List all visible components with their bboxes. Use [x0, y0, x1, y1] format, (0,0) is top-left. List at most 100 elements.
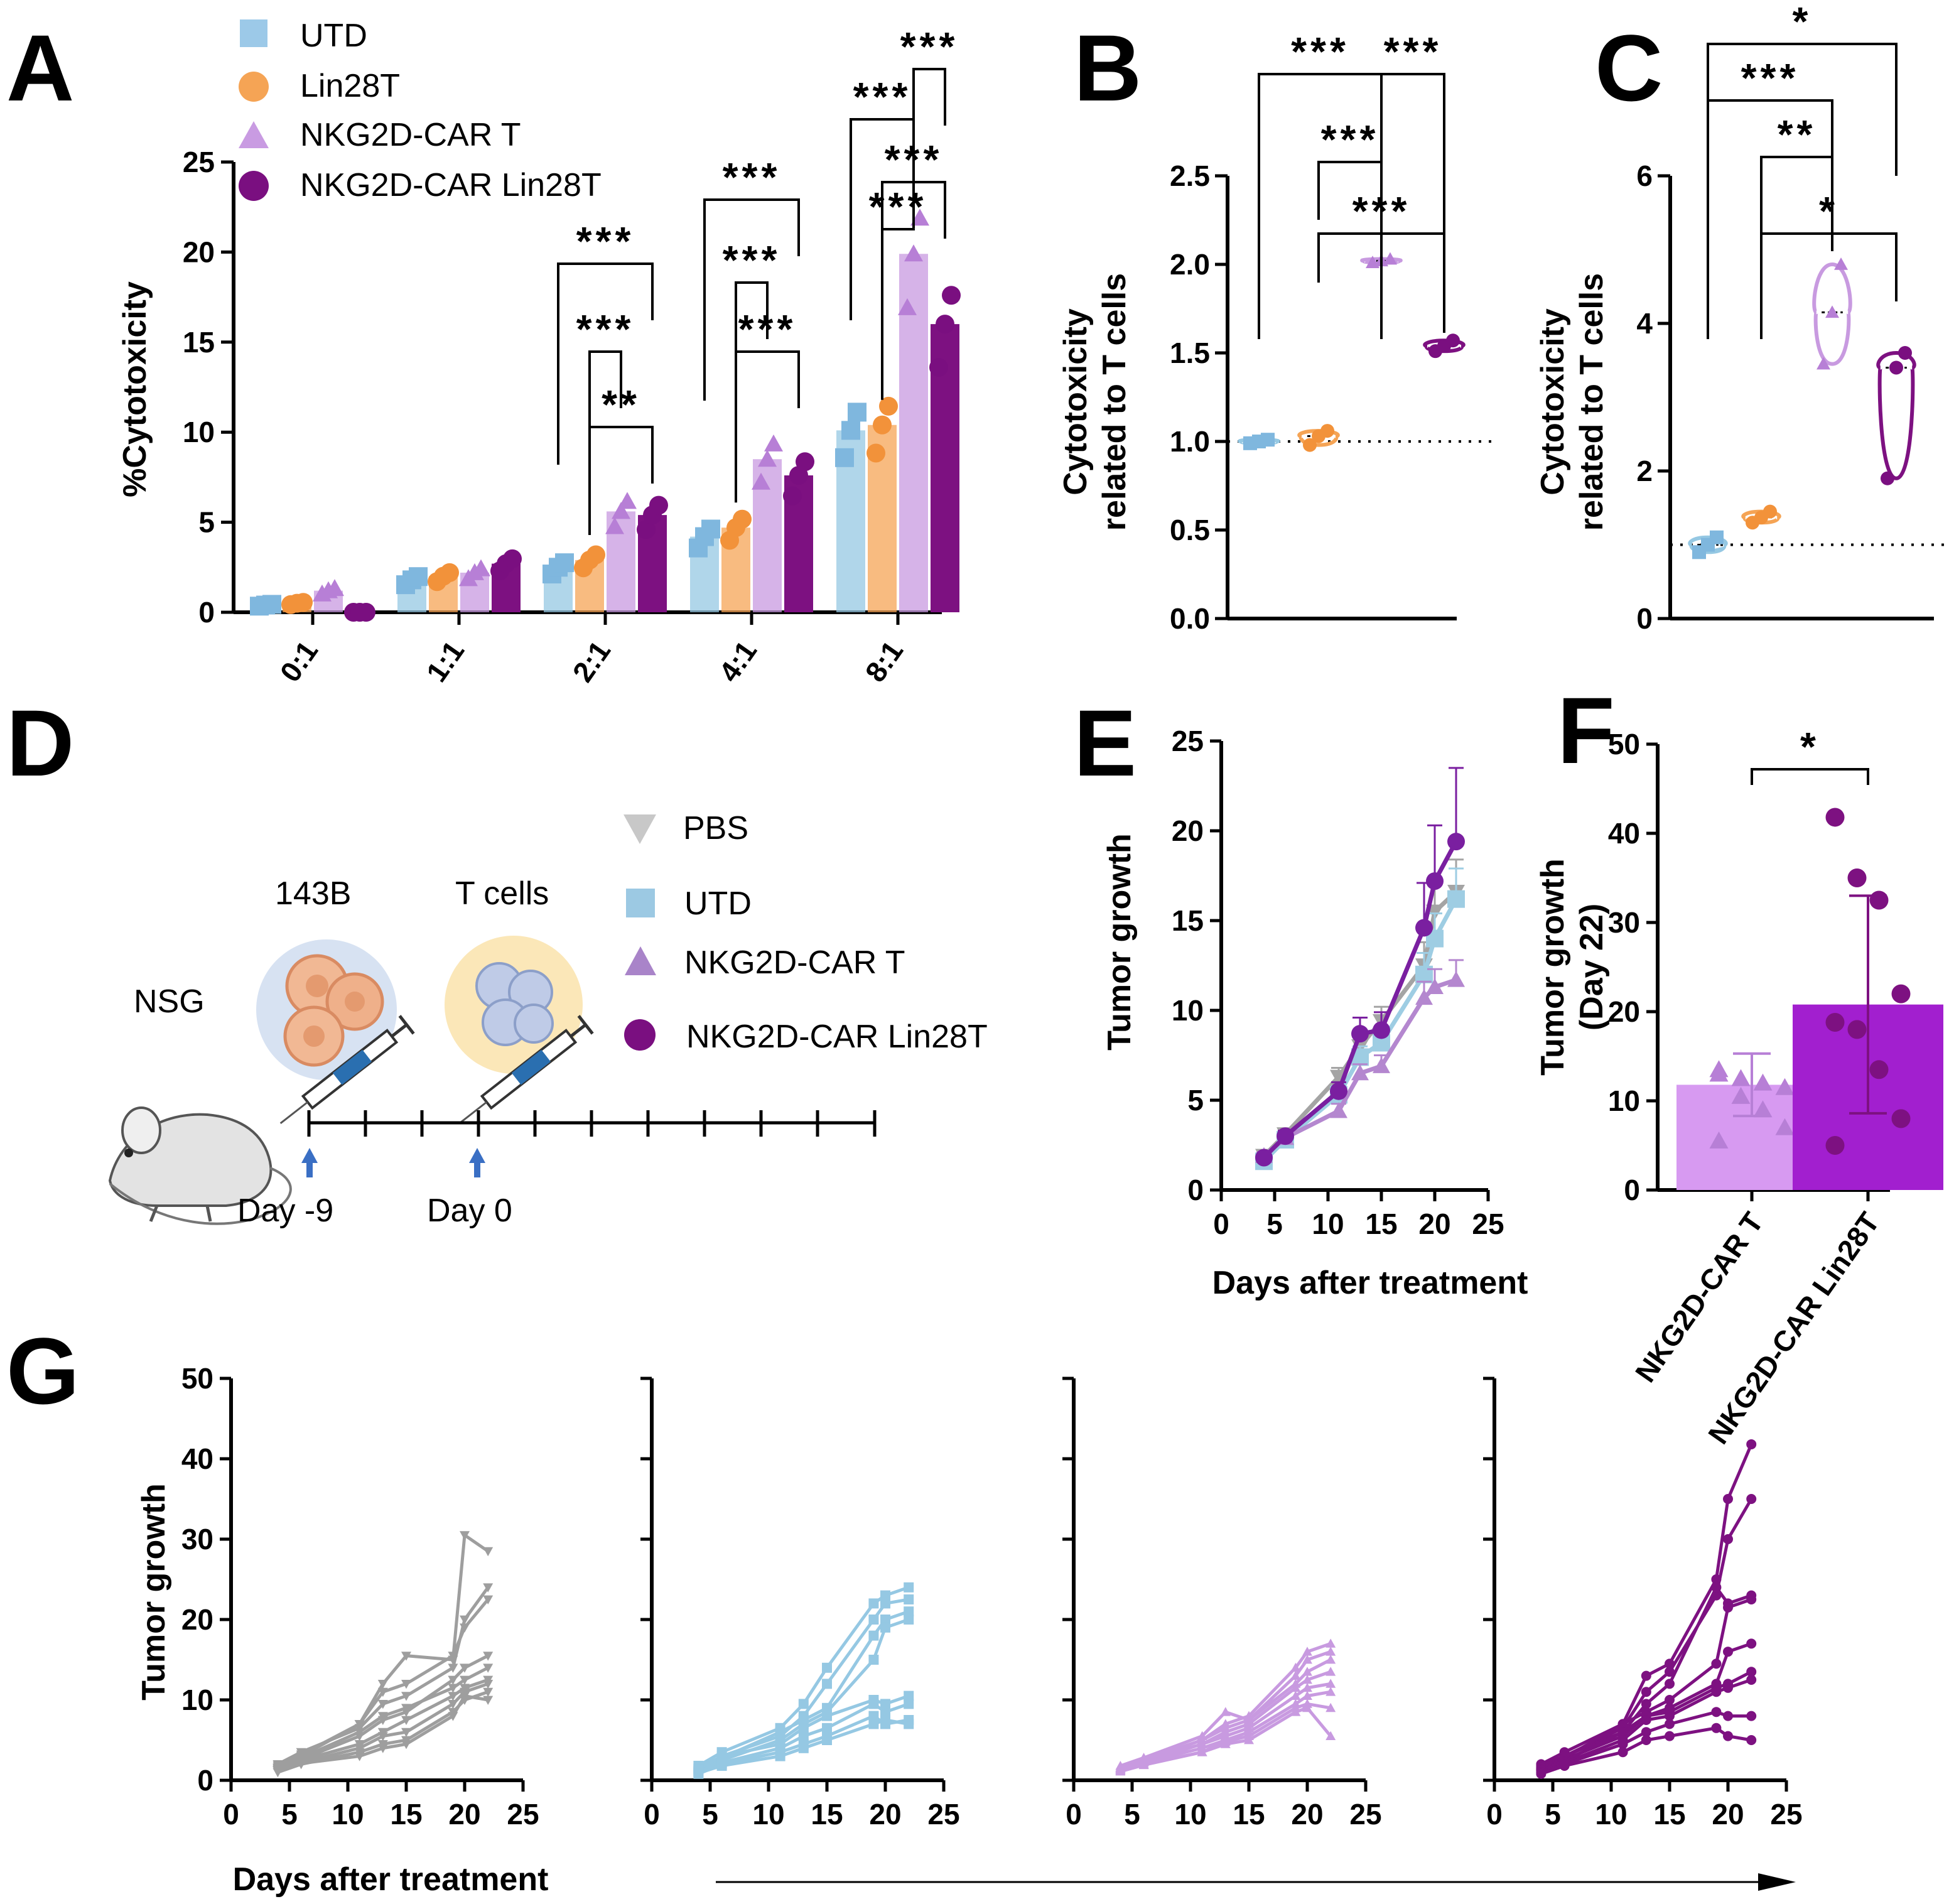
point-0:1-3: [357, 603, 375, 622]
cell-line-label: 143B: [275, 875, 351, 912]
point-0:1-0: [262, 595, 281, 614]
panel-c-sig-0-line: [1707, 43, 1898, 339]
data-point-1: [1891, 984, 1911, 1003]
panel-a-sig-1-label: ***: [576, 306, 635, 352]
violin-point-3: [1889, 360, 1903, 375]
legend-utd-square: [240, 19, 267, 47]
individual-point-3: [1665, 1711, 1675, 1721]
point-1:1-1: [440, 563, 459, 582]
individual-point-1: [775, 1727, 786, 1738]
individual-point-1: [904, 1606, 914, 1617]
series-point-2: [1330, 1102, 1347, 1118]
series-point-2: [1415, 988, 1433, 1005]
legend-utd-square-d: [626, 889, 655, 917]
individual-point-0: [483, 1583, 494, 1593]
individual-point-3: [1723, 1731, 1733, 1741]
individual-point-2: [1325, 1638, 1336, 1648]
individual-point-0: [401, 1740, 411, 1750]
individual-point-0: [354, 1728, 365, 1738]
individual-point-3: [1723, 1711, 1733, 1721]
panel-a-legend: UTD Lin28T NKG2D-CAR T NKG2D-CAR Lin28T: [239, 18, 602, 203]
point-8:1-0: [841, 421, 860, 440]
data-point-1: [1847, 1020, 1867, 1039]
x-tick-label: 0: [1066, 1798, 1082, 1831]
point-4:1-2: [758, 450, 777, 467]
data-point-1: [1869, 890, 1889, 910]
individual-point-3: [1711, 1658, 1722, 1669]
tumor-cells-icon: [256, 939, 397, 1080]
data-point-0: [1775, 1078, 1795, 1095]
panel-label-f: F: [1557, 678, 1615, 783]
individual-line-0-2: [277, 1598, 490, 1768]
y-tick-label: 0: [1636, 602, 1653, 635]
legend-car-t-label: NKG2D-CAR T: [300, 117, 521, 153]
x-tick-label: 20: [448, 1798, 480, 1831]
series-point-2: [1426, 978, 1444, 995]
syringe-icon: [458, 1015, 594, 1125]
legend-lin28t-label: Lin28T: [300, 68, 400, 104]
violin-point-1: [1763, 504, 1777, 519]
legend-car-t-triangle-d: [625, 946, 656, 975]
x-tick-label: 10: [752, 1798, 784, 1831]
individual-point-0: [483, 1595, 494, 1604]
violin-1: [1297, 429, 1340, 447]
individual-point-0: [401, 1716, 411, 1725]
point-4:1-3: [796, 452, 814, 472]
panel-c-y-title-line1: Cytotoxicity: [1535, 308, 1571, 495]
individual-point-1: [868, 1655, 879, 1665]
point-4:1-2: [764, 434, 783, 452]
individual-point-3: [1723, 1494, 1733, 1504]
individual-point-0: [448, 1652, 458, 1661]
panel-label-d: D: [6, 690, 74, 796]
panel-a-bar-chart: UTD Lin28T NKG2D-CAR T NKG2D-CAR Lin28T …: [117, 18, 961, 688]
point-2:1-3: [649, 495, 668, 515]
x-tick-label: 15: [390, 1798, 422, 1831]
legend-utd-label: UTD: [300, 18, 367, 54]
individual-point-3: [1641, 1670, 1651, 1681]
panel-label-c: C: [1595, 15, 1663, 121]
panel-a-sig-9-label: ***: [885, 137, 943, 182]
individual-point-3: [1723, 1682, 1733, 1693]
individual-point-0: [448, 1675, 458, 1685]
individual-point-3: [1617, 1727, 1628, 1738]
individual-point-3: [1617, 1719, 1628, 1729]
panel-a-sig-2-label: **: [602, 382, 640, 427]
individual-point-3: [1746, 1638, 1757, 1649]
point-2:1-2: [618, 492, 637, 509]
point-2:1-2: [605, 517, 624, 534]
individual-point-0: [483, 1652, 494, 1661]
individual-point-0: [483, 1680, 494, 1689]
series-point-3: [1426, 872, 1444, 890]
panel-g-x-axis-title: Days after treatment: [233, 1861, 549, 1898]
violin-point-3: [1881, 471, 1894, 485]
panel-a-sig-3-label: ***: [723, 154, 781, 200]
point-8:1-3: [942, 286, 961, 305]
x-tick-label: 10: [1595, 1798, 1627, 1831]
individual-point-2: [1302, 1702, 1312, 1712]
x-tick-label: NKG2D-CAR T: [1629, 1206, 1769, 1388]
panel-a-y-tick-label: 25: [183, 146, 215, 178]
panel-b-sig-2-line: [1317, 161, 1383, 220]
panel-a-y-tick-label: 5: [198, 506, 215, 539]
panel-a-sig-0-label: ***: [576, 219, 635, 264]
panel-c-violin-chart: Cytotoxicity related to T cells 0246****…: [1535, 0, 1949, 635]
series-point-1: [1447, 890, 1465, 908]
panel-c-sig-2-label: **: [1778, 112, 1817, 157]
panel-a-x-tick-label: 1:1: [419, 635, 470, 688]
individual-point-0: [448, 1684, 458, 1693]
series-point-2: [1373, 1057, 1390, 1073]
violin-point-0: [1710, 530, 1724, 544]
individual-point-1: [880, 1707, 890, 1717]
individual-line-1-3: [698, 1618, 910, 1774]
individual-point-1: [880, 1699, 890, 1709]
legend-pbs-label: PBS: [683, 810, 748, 847]
panel-f-y-title-line2: (Day 22): [1574, 904, 1610, 1030]
data-point-0: [1709, 1064, 1729, 1082]
x-tick-label: 25: [1770, 1798, 1802, 1831]
individual-point-1: [775, 1751, 786, 1761]
x-tick-label: 10: [1312, 1208, 1344, 1240]
violin-point-1: [1320, 424, 1334, 438]
individual-point-1: [904, 1699, 914, 1709]
panel-f-sig-line: [1751, 768, 1869, 785]
